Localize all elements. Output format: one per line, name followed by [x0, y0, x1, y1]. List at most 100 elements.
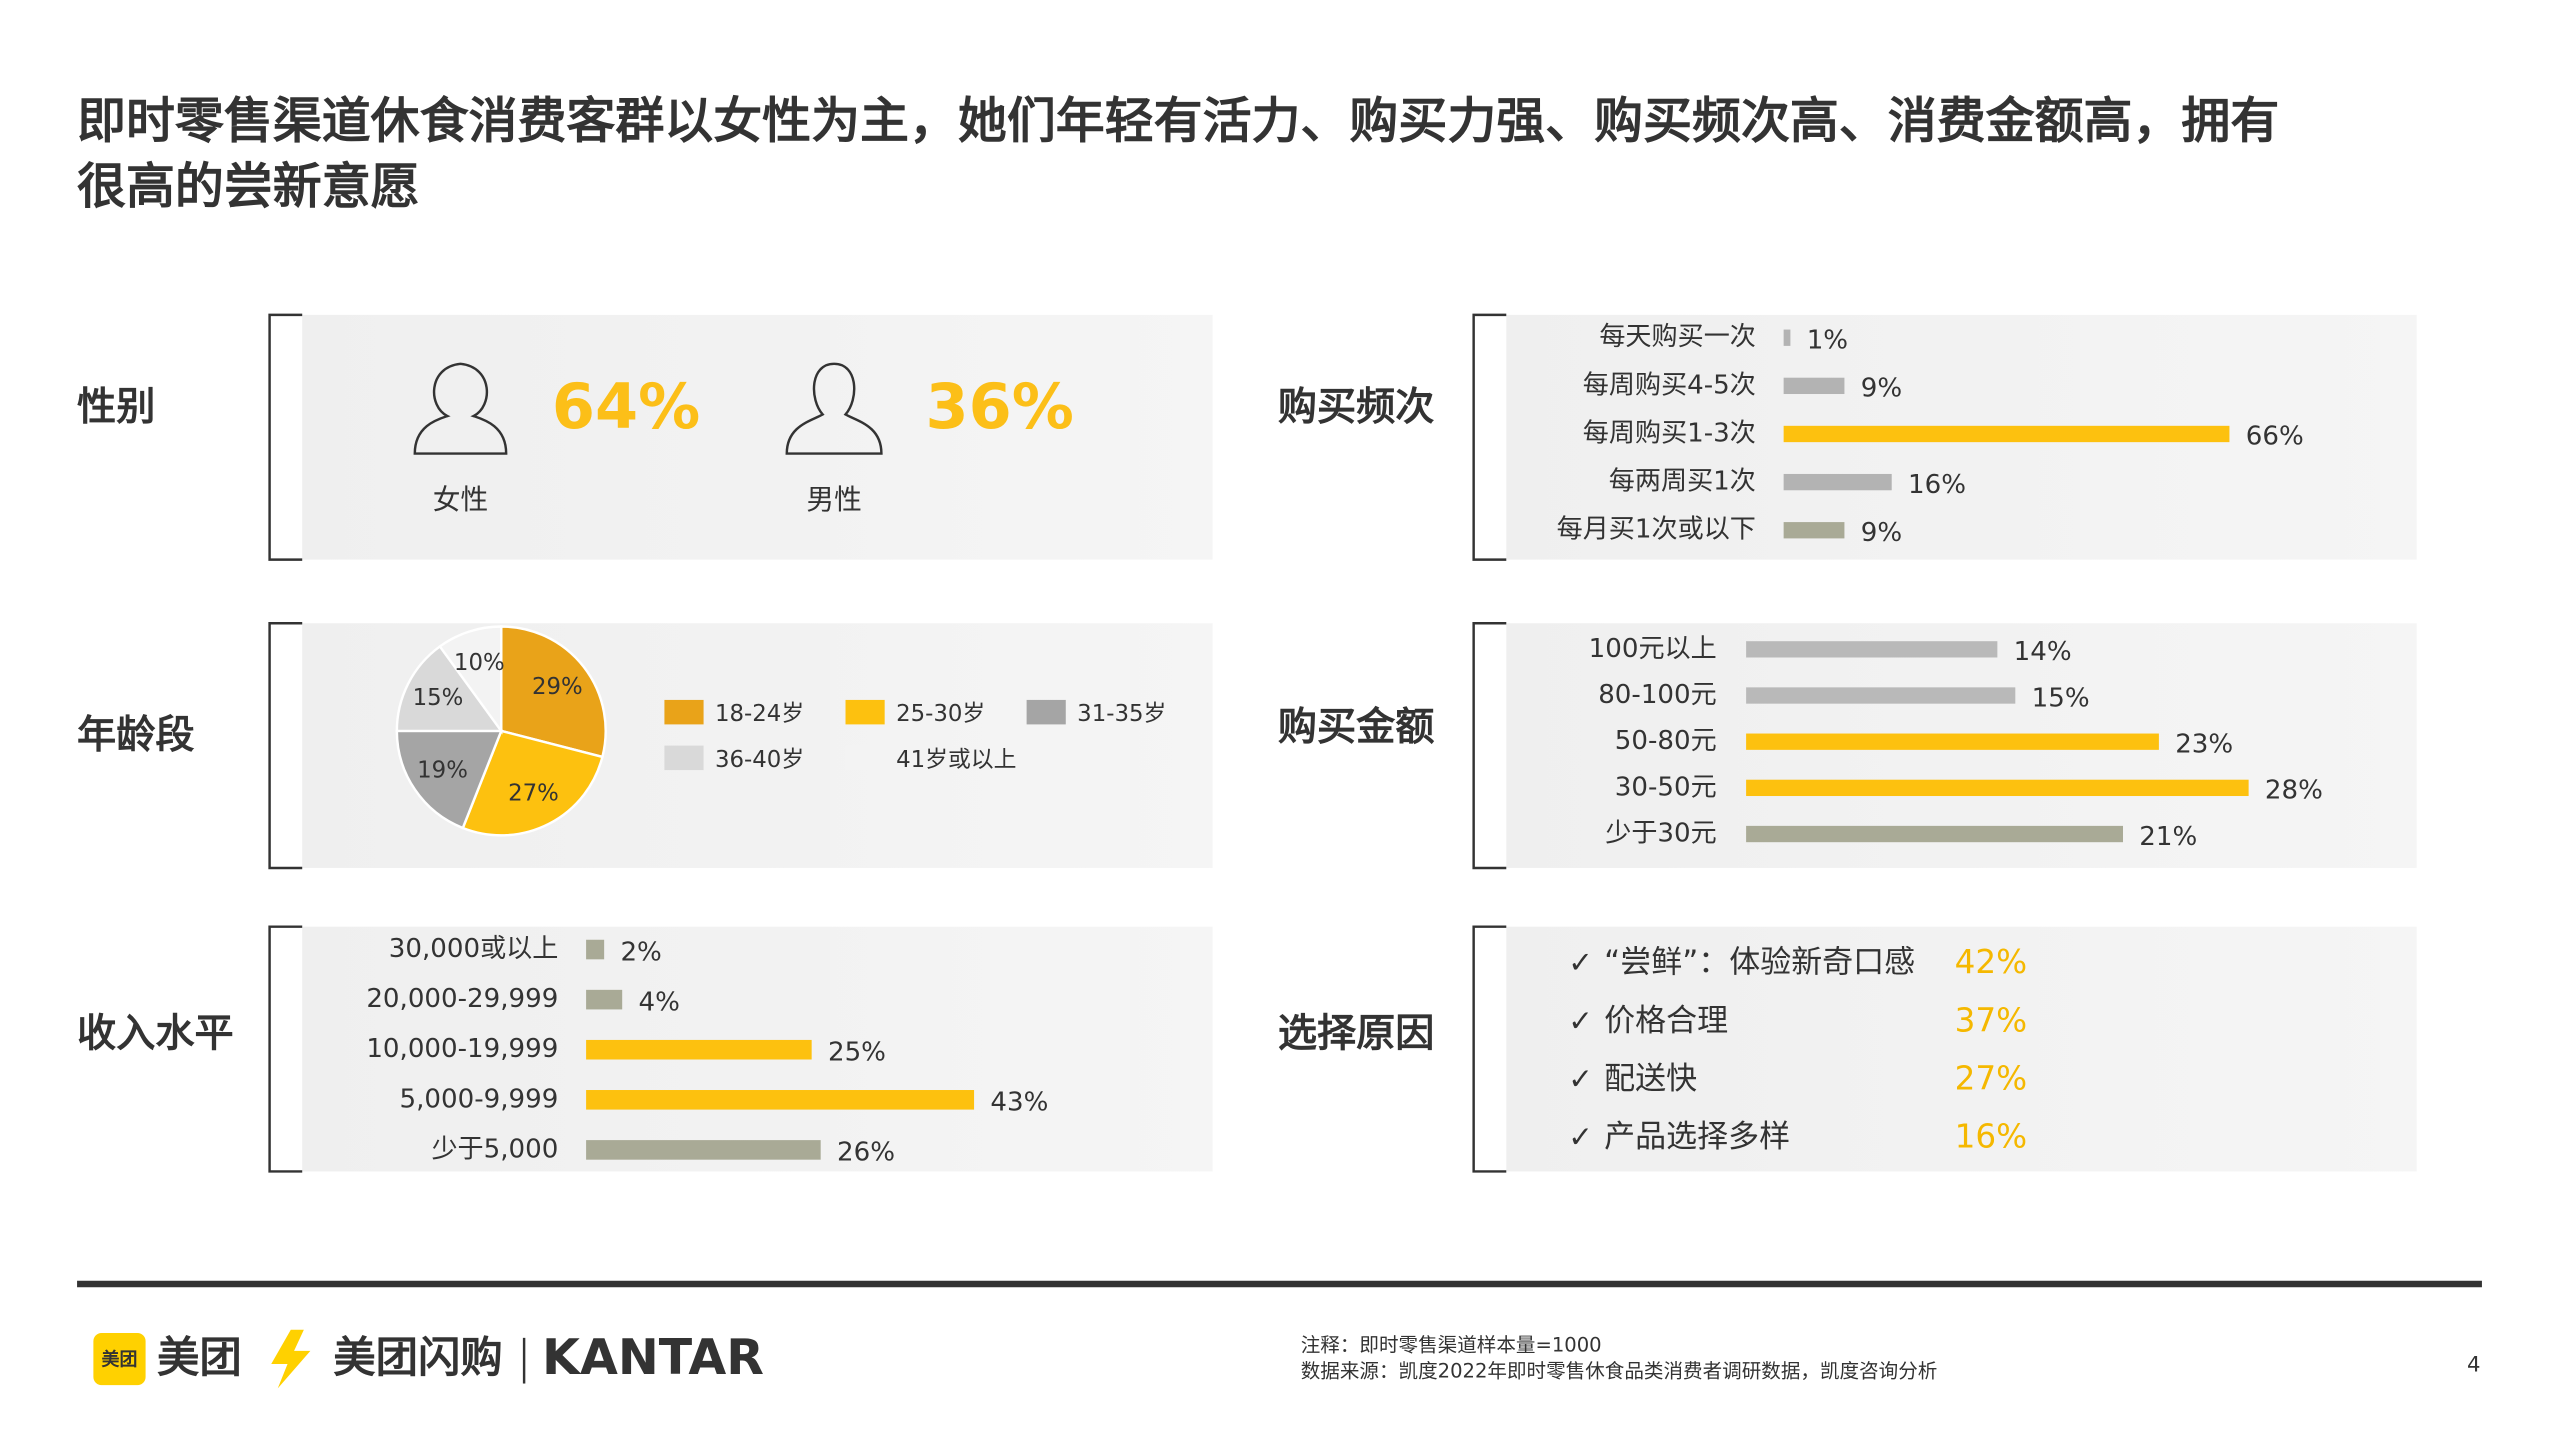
logo-icon — [271, 1329, 311, 1389]
bar — [1783, 473, 1892, 491]
bar — [1746, 825, 2123, 843]
page-number: 4 — [2467, 1352, 2480, 1377]
panel-bracket — [268, 313, 303, 561]
bar-label: 少于5,000 — [431, 1134, 558, 1164]
check-mark: ✓ — [1568, 1120, 1593, 1154]
legend-swatch — [845, 745, 885, 771]
section-label: 性别 — [77, 385, 155, 430]
bar-label: 每天购买一次 — [1599, 322, 1756, 352]
person-icon — [413, 362, 508, 455]
pie-label: 10% — [454, 650, 505, 676]
bar-label: 30,000或以上 — [389, 934, 559, 964]
legend-label: 18-24岁 — [715, 701, 804, 727]
legend-label: 36-40岁 — [715, 747, 804, 773]
bar-value: 14% — [2014, 637, 2072, 667]
panel-bracket — [268, 925, 303, 1173]
footer-note: 数据来源：凯度2022年即时零售休食品类消费者调研数据，凯度咨询分析 — [1301, 1360, 1938, 1383]
logo: KANTAR — [542, 1329, 764, 1386]
bar — [586, 1039, 812, 1060]
bar-value: 15% — [2032, 683, 2090, 713]
title-line: 很高的尝新意愿 — [77, 158, 420, 215]
check-mark: ✓ — [1568, 1004, 1593, 1038]
stat-label: 男性 — [806, 483, 861, 516]
stat-value: 36% — [925, 370, 1073, 443]
bar-value: 2% — [620, 937, 661, 967]
bar-label: 少于30元 — [1605, 819, 1717, 849]
bar-label: 每月买1次或以下 — [1557, 515, 1756, 545]
stat-value: 64% — [552, 370, 700, 443]
legend-label: 25-30岁 — [896, 701, 985, 727]
section-label: 年龄段 — [77, 713, 194, 758]
bar-label: 每周购买1-3次 — [1583, 418, 1756, 448]
pie-slice — [395, 729, 504, 830]
bar-label: 30-50元 — [1615, 772, 1717, 802]
person-icon — [785, 362, 883, 455]
bar — [1783, 522, 1845, 539]
pie-label: 27% — [508, 781, 559, 807]
panel-bracket — [268, 622, 303, 870]
reason-label: “尝鲜”：体验新奇口感 — [1604, 945, 1915, 981]
bar-value: 16% — [1908, 470, 1966, 500]
reason-label: 价格合理 — [1604, 1003, 1728, 1039]
bar-label: 10,000-19,999 — [366, 1034, 558, 1064]
section-label: 购买频次 — [1278, 385, 1435, 430]
bar-value: 66% — [2246, 422, 2304, 452]
legend-swatch — [1026, 699, 1066, 725]
bar-value: 1% — [1807, 325, 1848, 355]
bar-label: 每两周买1次 — [1609, 467, 1756, 497]
logo-icon — [93, 1332, 146, 1386]
footer-note: 注释：即时零售渠道样本量=1000 — [1301, 1334, 1602, 1357]
bar — [1746, 779, 2249, 797]
bar-label: 20,000-29,999 — [366, 984, 558, 1014]
bar — [586, 1140, 821, 1160]
bar — [1746, 641, 1998, 658]
reason-value: 16% — [1955, 1117, 2028, 1155]
bar-value: 9% — [1861, 518, 1902, 548]
bar — [1746, 733, 2159, 750]
bar-value: 43% — [990, 1088, 1048, 1118]
bar-label: 80-100元 — [1598, 680, 1717, 710]
check-mark: ✓ — [1568, 1062, 1593, 1096]
panel-bracket — [1472, 925, 1507, 1173]
pie-slice — [461, 729, 604, 837]
section-label: 购买金额 — [1278, 705, 1435, 750]
panel-bracket — [1472, 622, 1507, 870]
legend-label: 31-35岁 — [1077, 701, 1166, 727]
bar — [1783, 425, 2230, 443]
reason-value: 27% — [1955, 1059, 2028, 1097]
bar — [586, 989, 623, 1010]
legend-swatch — [664, 745, 704, 771]
stat-label: 女性 — [433, 483, 488, 516]
bar — [1783, 329, 1791, 346]
bar-value: 4% — [639, 987, 680, 1017]
pie-slice — [438, 625, 503, 735]
bar — [586, 939, 605, 960]
bar — [586, 1090, 975, 1110]
bar — [1746, 687, 2016, 704]
bar-label: 5,000-9,999 — [400, 1084, 559, 1114]
pie-slice — [500, 625, 607, 759]
bar-value: 9% — [1861, 374, 1902, 404]
bar-value: 28% — [2265, 776, 2323, 806]
pie-label: 15% — [413, 685, 464, 711]
logo: 美团 — [157, 1334, 242, 1383]
bar-value: 25% — [828, 1037, 886, 1067]
bar-label: 50-80元 — [1615, 726, 1717, 756]
bar-value: 21% — [2139, 822, 2197, 852]
legend-swatch — [845, 699, 885, 725]
logo-icon-text: 美团 — [102, 1349, 138, 1371]
reason-value: 42% — [1955, 943, 2028, 981]
bar-label: 100元以上 — [1589, 634, 1717, 664]
legend-label: 41岁或以上 — [896, 747, 1016, 773]
section-label: 选择原因 — [1278, 1012, 1435, 1057]
logo: 美团闪购 — [333, 1334, 503, 1383]
panel-bracket — [1472, 313, 1507, 561]
check-mark: ✓ — [1568, 946, 1593, 980]
bar-value: 23% — [2175, 729, 2233, 759]
pie-label: 19% — [417, 757, 468, 783]
bar-value: 26% — [837, 1138, 895, 1168]
reason-label: 配送快 — [1604, 1061, 1697, 1097]
bar — [1783, 377, 1845, 395]
